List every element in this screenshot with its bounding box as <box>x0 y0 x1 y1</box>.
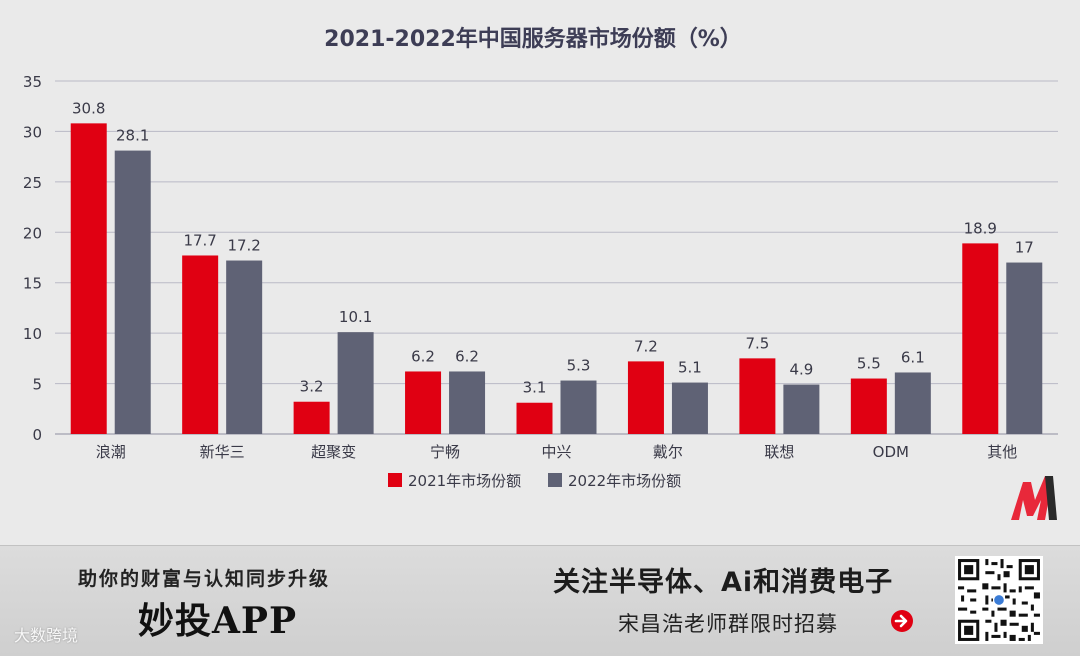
watermark: 大数跨境 <box>14 626 79 645</box>
data-label: 3.2 <box>300 378 324 396</box>
y-tick-label: 0 <box>32 426 42 444</box>
x-tick-label: 超聚变 <box>311 443 356 461</box>
data-label: 3.1 <box>523 379 547 397</box>
bar <box>1006 262 1043 434</box>
bar <box>850 378 887 434</box>
y-tick-label: 15 <box>23 275 42 293</box>
bar <box>449 371 486 434</box>
x-tick-label: 戴尔 <box>653 443 683 461</box>
bar <box>560 380 597 434</box>
bar <box>293 401 330 434</box>
data-label: 10.1 <box>339 308 372 326</box>
app-name-link[interactable]: 妙投APP <box>138 600 298 642</box>
qr-code-icon[interactable] <box>955 556 1043 644</box>
bar <box>894 372 931 434</box>
legend-label: 2022年市场份额 <box>568 472 681 490</box>
chart-title: 2021-2022年中国服务器市场份额（%） <box>324 26 742 52</box>
y-tick-label: 10 <box>23 325 42 343</box>
data-label: 17.2 <box>227 237 260 255</box>
data-label: 18.9 <box>964 219 997 237</box>
x-tick-label: 中兴 <box>541 443 571 461</box>
footer-banner: 助你的财富与认知同步升级 妙投APP 大数跨境 关注半导体、Ai和消费电子 宋昌… <box>0 545 1080 656</box>
promo-headline: 关注半导体、Ai和消费电子 <box>553 567 894 598</box>
data-label: 5.1 <box>678 359 702 377</box>
bar <box>114 150 151 434</box>
legend-swatch <box>388 473 402 487</box>
data-label: 6.2 <box>411 347 435 365</box>
x-tick-label: 其他 <box>987 443 1017 461</box>
data-label: 6.2 <box>455 347 479 365</box>
legend-label: 2021年市场份额 <box>408 472 521 490</box>
y-tick-label: 20 <box>23 224 42 242</box>
brand-m-logo-icon <box>1011 476 1057 520</box>
promo-subline[interactable]: 宋昌浩老师群限时招募 <box>618 612 838 636</box>
x-tick-label: 新华三 <box>200 443 245 461</box>
bar <box>783 384 820 434</box>
data-label: 7.2 <box>634 337 658 355</box>
data-label: 5.3 <box>567 357 591 375</box>
data-label: 17.7 <box>183 231 216 249</box>
bar-chart: 2021-2022年中国服务器市场份额（%） 0 5 10 15 20 25 30 35 30.8… <box>23 26 1058 490</box>
bar <box>226 260 263 434</box>
x-tick-label: 宁畅 <box>430 443 460 461</box>
x-tick-label: 浪潮 <box>96 443 126 461</box>
bar <box>70 123 107 435</box>
y-tick-label: 35 <box>23 73 42 91</box>
x-tick-label: ODM <box>873 443 909 461</box>
bar <box>739 358 776 434</box>
arrow-right-circle-icon[interactable] <box>890 609 914 633</box>
y-tick-label: 25 <box>23 174 42 192</box>
bar <box>182 255 219 434</box>
bar <box>671 382 708 434</box>
data-label: 28.1 <box>116 127 149 145</box>
data-label: 4.9 <box>789 361 813 379</box>
bar <box>627 361 664 434</box>
y-tick-label: 30 <box>23 123 42 141</box>
chart-area: 2021-2022年中国服务器市场份额（%） 0 5 10 15 20 25 30 35 30.8… <box>22 26 1058 520</box>
data-label: 6.1 <box>901 348 925 366</box>
data-label: 5.5 <box>857 355 881 373</box>
legend-swatch <box>548 473 562 487</box>
data-label: 30.8 <box>72 99 105 117</box>
footer-slogan: 助你的财富与认知同步升级 <box>78 568 331 590</box>
x-tick-label: 联想 <box>764 443 794 461</box>
data-label: 7.5 <box>745 334 769 352</box>
data-label: 17 <box>1015 239 1034 257</box>
bar <box>516 402 553 434</box>
bar <box>405 371 442 434</box>
y-tick-label: 5 <box>32 376 42 394</box>
bar <box>337 332 374 434</box>
bar <box>962 243 999 434</box>
